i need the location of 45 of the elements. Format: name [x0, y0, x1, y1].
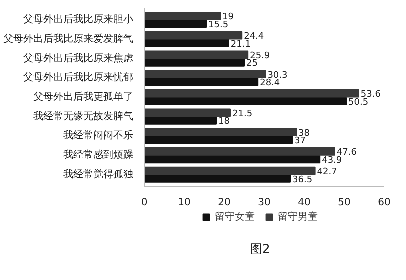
y-tick-label: 我经常感到烦躁 — [64, 149, 134, 162]
bar — [144, 128, 297, 136]
bar — [144, 108, 231, 118]
bar — [144, 12, 221, 20]
x-tick-label: 20 — [218, 198, 231, 208]
bar — [144, 148, 336, 156]
legend-label: 留守女童 — [215, 210, 255, 224]
y-tick-label: 我经常闷闷不乐 — [64, 130, 134, 142]
bar — [144, 136, 293, 144]
bar — [144, 89, 360, 98]
bar — [144, 166, 316, 176]
data-label: 18 — [218, 117, 230, 128]
x-tick-label: 40 — [298, 198, 311, 208]
data-label: 21.5 — [232, 109, 253, 120]
bar — [144, 116, 217, 125]
bar — [144, 97, 347, 106]
y-tick-label: 父母外出后我更孤单了 — [34, 91, 134, 103]
y-tick-label: 父母外出后我比原来焦虑 — [24, 52, 134, 64]
x-tick-label: 50 — [338, 198, 351, 208]
data-label: 25 — [246, 59, 258, 70]
bar — [144, 58, 245, 67]
bar — [144, 174, 291, 183]
legend-label: 留守男童 — [278, 210, 318, 224]
data-label: 43.9 — [322, 156, 342, 166]
bar — [144, 70, 266, 78]
y-tick-label: 我经常觉得孤独 — [64, 168, 134, 180]
x-tick-label: 30 — [258, 198, 271, 208]
bar — [144, 155, 321, 164]
data-label: 15.5 — [208, 20, 229, 30]
caption: 图2 — [250, 242, 270, 256]
data-label: 36.5 — [292, 175, 313, 186]
y-tick-label: 父母外出后我比原来胆小 — [24, 14, 134, 26]
x-tick-label: 60 — [378, 198, 391, 208]
data-label: 28.4 — [260, 78, 280, 89]
data-label: 21.1 — [230, 40, 251, 50]
data-label: 37 — [294, 136, 306, 147]
y-tick-label: 我经常无缘无故发脾气 — [34, 110, 134, 122]
x-tick-label: 10 — [178, 198, 191, 208]
y-tick-label: 父母外出后我比原来忧郁 — [24, 72, 134, 84]
data-label: 42.7 — [317, 168, 338, 178]
data-label: 50.5 — [348, 98, 369, 108]
y-tick-label: 父母外出后我比原来爱发脾气 — [4, 32, 134, 45]
bar — [144, 31, 243, 40]
bar — [144, 50, 249, 60]
x-tick-label: 0 — [141, 198, 148, 208]
